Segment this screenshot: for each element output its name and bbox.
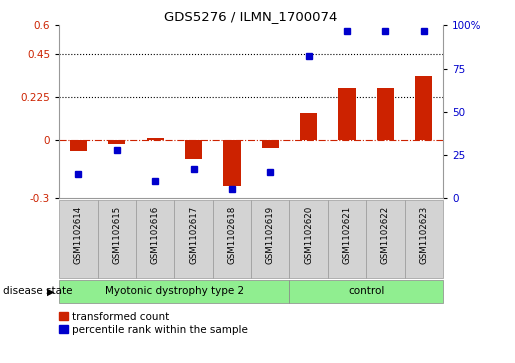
Text: GSM1102615: GSM1102615 [112, 206, 121, 264]
Bar [415, 76, 433, 140]
Text: control: control [348, 286, 384, 296]
Bar [338, 88, 356, 140]
Bar [98, 200, 136, 278]
Bar [59, 280, 289, 303]
Bar [289, 280, 443, 303]
Text: ▶: ▶ [47, 286, 55, 296]
Text: GSM1102621: GSM1102621 [342, 206, 351, 264]
Bar [174, 200, 213, 278]
Text: GSM1102618: GSM1102618 [228, 206, 236, 264]
Text: GSM1102614: GSM1102614 [74, 206, 83, 264]
Bar [300, 113, 317, 140]
Text: GSM1102617: GSM1102617 [189, 206, 198, 264]
Title: GDS5276 / ILMN_1700074: GDS5276 / ILMN_1700074 [164, 10, 338, 23]
Text: Myotonic dystrophy type 2: Myotonic dystrophy type 2 [105, 286, 244, 296]
Bar [289, 200, 328, 278]
Text: GSM1102616: GSM1102616 [151, 206, 160, 264]
Bar [366, 200, 405, 278]
Bar [59, 200, 98, 278]
Bar [213, 200, 251, 278]
Bar [328, 200, 366, 278]
Bar [70, 140, 87, 151]
Text: GSM1102622: GSM1102622 [381, 206, 390, 264]
Bar [262, 140, 279, 148]
Bar [146, 138, 164, 140]
Text: GSM1102623: GSM1102623 [419, 206, 428, 264]
Bar [404, 200, 443, 278]
Text: GSM1102619: GSM1102619 [266, 206, 274, 264]
Legend: transformed count, percentile rank within the sample: transformed count, percentile rank withi… [59, 312, 248, 335]
Bar [376, 88, 394, 140]
Bar [223, 140, 241, 186]
Bar [136, 200, 174, 278]
Bar [251, 200, 289, 278]
Bar [185, 140, 202, 159]
Bar [108, 140, 126, 144]
Text: GSM1102620: GSM1102620 [304, 206, 313, 264]
Text: disease state: disease state [3, 286, 72, 296]
